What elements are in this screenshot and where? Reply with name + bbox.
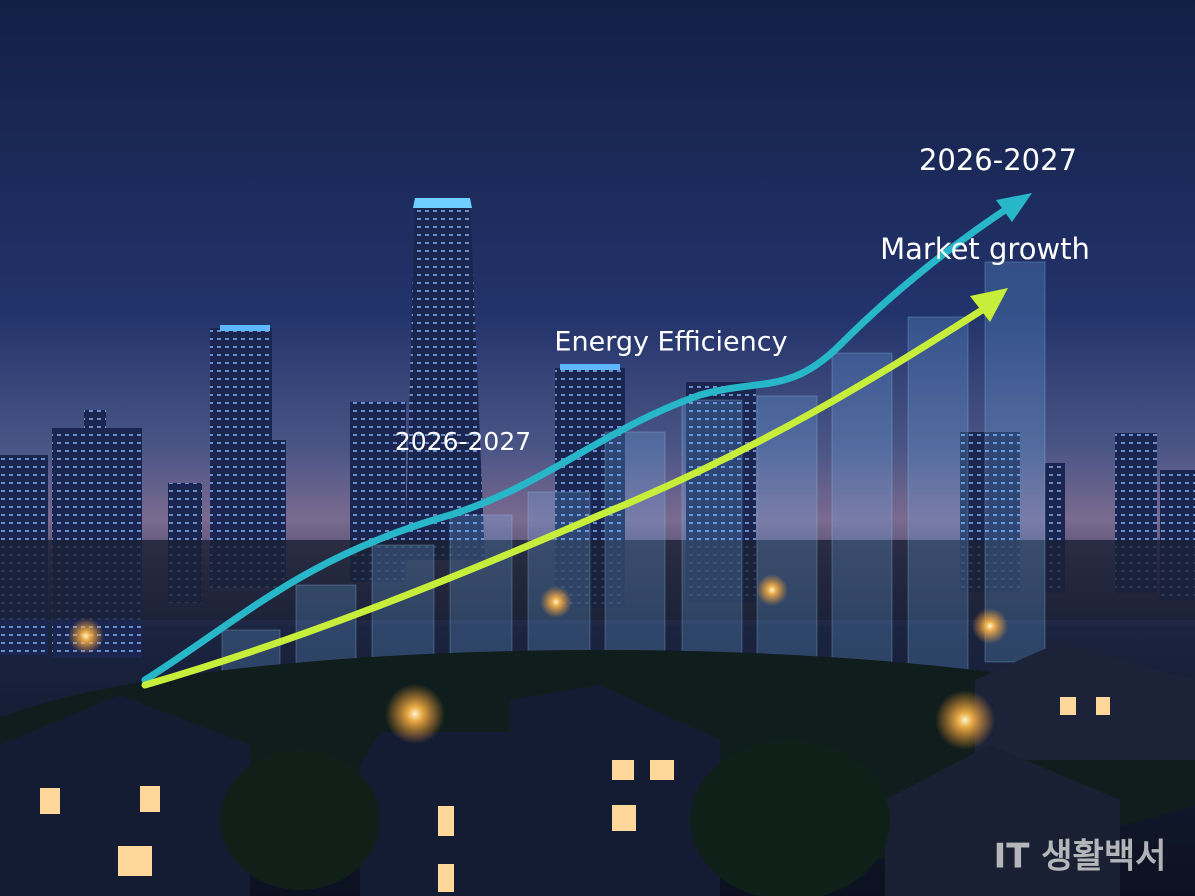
growth-arrows — [141, 193, 1032, 689]
annotation: 2026-2027 — [919, 143, 1077, 177]
annotation: Energy Efficiency — [554, 327, 787, 358]
houses — [0, 642, 1195, 896]
annotation: 2026-2027 — [395, 427, 531, 456]
watermark: IT 생활백서 — [994, 837, 1167, 877]
street-lights — [68, 574, 1008, 750]
annotation: Market growth — [880, 232, 1090, 266]
skyline — [0, 198, 1195, 658]
